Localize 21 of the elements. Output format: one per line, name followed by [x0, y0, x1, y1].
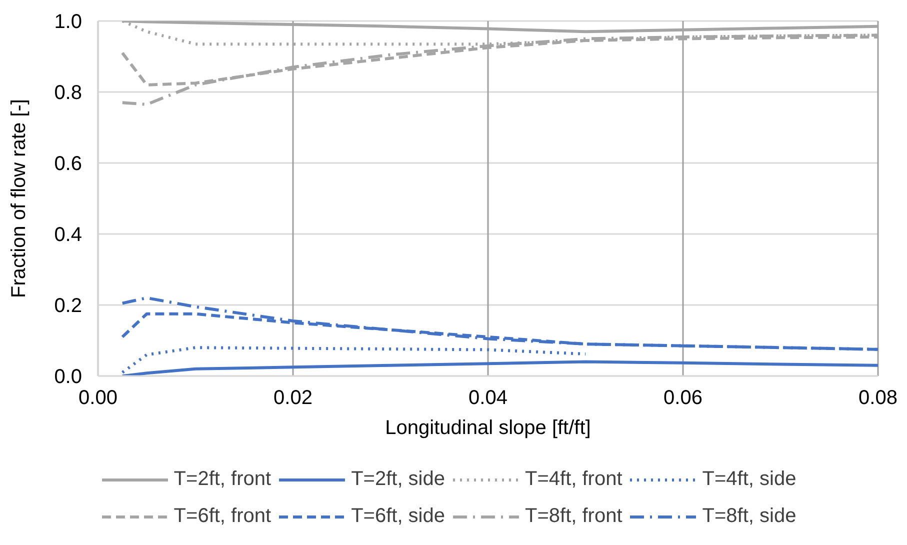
- y-tick-label: 0.6: [54, 153, 82, 176]
- y-tick-label: 1.0: [54, 11, 82, 34]
- x-tick-label: 0.08: [858, 387, 898, 410]
- y-tick-label: 0.8: [54, 82, 82, 104]
- legend-label: T=4ft, side: [702, 468, 796, 491]
- y-tick-label: 0.0: [54, 366, 82, 388]
- legend-label: T=8ft, front: [525, 505, 622, 528]
- legend-label: T=6ft, side: [351, 505, 445, 528]
- y-tick-label: 0.2: [54, 295, 82, 318]
- y-tick-label: 0.4: [54, 224, 82, 246]
- y-axis-title: Fraction of flow rate [-]: [8, 99, 30, 298]
- x-tick-label: 0.04: [468, 387, 508, 410]
- x-tick-label: 0.02: [274, 387, 312, 410]
- legend-label: T=8ft, side: [702, 505, 796, 528]
- legend-label: T=2ft, front: [174, 468, 272, 491]
- legend-label: T=2ft, side: [351, 468, 445, 491]
- x-tick-label: 0.06: [664, 387, 702, 410]
- x-tick-label: 0.00: [78, 387, 118, 410]
- legend-label: T=4ft, front: [525, 468, 622, 491]
- legend-label: T=6ft, front: [174, 505, 272, 528]
- x-axis-title: Longitudinal slope [ft/ft]: [385, 417, 591, 440]
